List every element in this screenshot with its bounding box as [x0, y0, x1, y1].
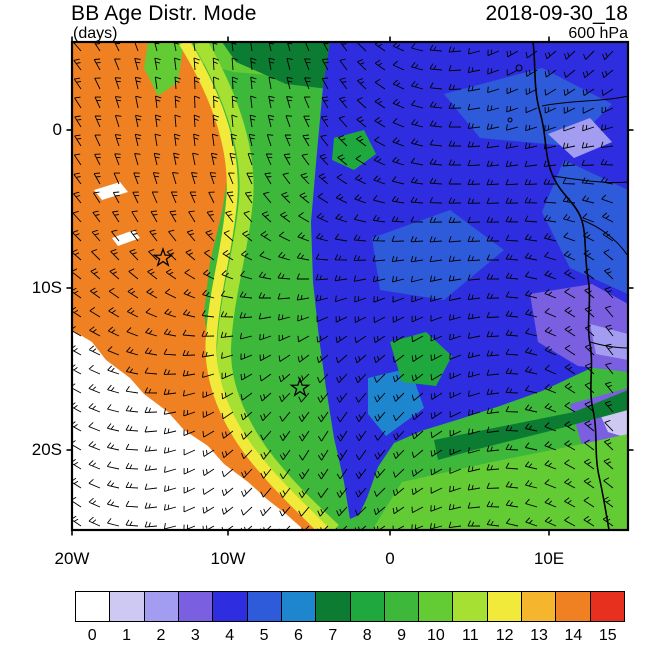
colorbar-label: 6	[293, 627, 303, 644]
star-marker	[152, 247, 174, 267]
map-plot-area	[72, 42, 628, 530]
colorbar-cell	[384, 592, 420, 621]
colorbar-cell	[110, 592, 145, 621]
colorbar-cell	[213, 592, 248, 621]
plot-datetime: 2018-09-30_18	[485, 2, 628, 25]
colorbar-cell	[590, 592, 624, 621]
colorbar-label: 4	[225, 627, 235, 644]
colorbar-label: 14	[564, 627, 583, 644]
country-border	[552, 175, 628, 184]
y-tick-label: 0	[52, 120, 62, 139]
country-border	[541, 95, 628, 107]
field-region-lavender-coast	[590, 324, 628, 360]
colorbar-cell	[487, 592, 523, 621]
colorbar-label: 7	[328, 627, 338, 644]
field-region-green-se	[372, 434, 628, 530]
colorbar-cell	[419, 592, 454, 621]
colorbar-cell	[281, 592, 317, 621]
country-border	[581, 219, 628, 257]
field-region-green-tongue	[390, 332, 452, 386]
colorbar-cell	[144, 592, 179, 621]
colorbar-label: 0	[87, 627, 97, 644]
coastline	[532, 42, 610, 530]
plot-title: BB Age Distr. Mode	[71, 2, 257, 25]
x-tick-label: 10W	[210, 549, 246, 568]
field-region-white-southwest	[72, 330, 304, 530]
colorbar-label: 1	[122, 627, 132, 644]
wind-barbs	[72, 42, 614, 530]
colorbar-label: 8	[362, 627, 372, 644]
y-tick-label: 10S	[31, 278, 62, 297]
x-tick-label: 0	[385, 549, 395, 568]
field-region-band-yellowgreen	[193, 42, 339, 530]
colorbar-cells	[75, 591, 625, 622]
map-plot	[66, 36, 634, 536]
colorbar-cell	[247, 592, 282, 621]
colorbar-label: 12	[495, 627, 514, 644]
colorbar-label: 13	[530, 627, 548, 644]
x-tick-label: 20W	[54, 549, 90, 568]
colorbar-cell	[350, 592, 385, 621]
colorbar-label: 3	[190, 627, 200, 644]
colorbar-label: 2	[156, 627, 166, 644]
colorbar-label: 5	[259, 627, 269, 644]
y-tick-label: 20S	[31, 440, 62, 459]
colorbar-cell	[453, 592, 488, 621]
plot-units-label: (days)	[73, 25, 118, 42]
field-region-darkgreen-se-band	[434, 390, 628, 460]
colorbar-cell	[522, 592, 557, 621]
colorbar-cell	[316, 592, 351, 621]
island	[515, 64, 523, 72]
colorbar-cell	[76, 592, 111, 621]
field-region-green-streak-topleft	[144, 42, 184, 96]
colorbar-label: 15	[598, 627, 617, 644]
country-border	[589, 341, 628, 349]
x-tick-label: 10E	[533, 549, 565, 568]
plot-pressure-level: 600 hPa	[568, 25, 628, 42]
colorbar-labels: 0 1 2 3 4 5 6 7 8 9 10 11 12 13 14 15	[75, 627, 625, 645]
field-region-band-yellow	[179, 42, 327, 530]
field-region-blue-light-2	[372, 210, 504, 300]
star-marker	[289, 377, 311, 397]
colorbar-label: 11	[462, 627, 479, 644]
map-border	[70, 40, 630, 532]
field-region-white-spot-1	[94, 182, 128, 200]
colorbar-label: 10	[427, 627, 445, 644]
field-region-teal-patch	[368, 368, 424, 436]
colorbar-cell	[178, 592, 214, 621]
map-field	[72, 42, 628, 530]
colorbar: 0 1 2 3 4 5 6 7 8 9 10 11 12 13 14 15	[75, 591, 625, 645]
colorbar-cell	[556, 592, 591, 621]
colorbar-label: 9	[397, 627, 407, 644]
island	[507, 117, 513, 123]
